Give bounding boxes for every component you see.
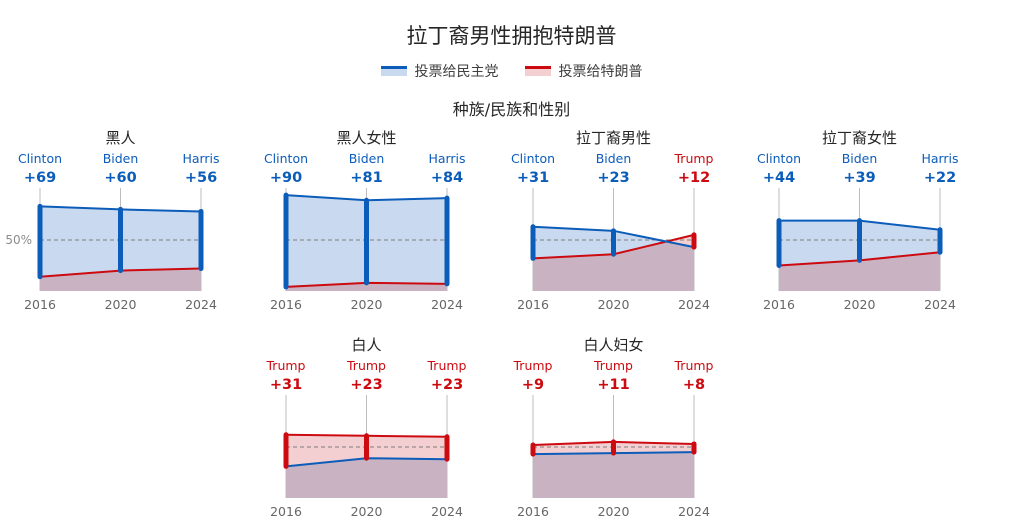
reference-label: 50% (5, 233, 32, 247)
margin-label: +60 (104, 170, 136, 186)
margin-label: +39 (843, 170, 875, 186)
overlap-area (533, 452, 694, 498)
margin-label: +84 (431, 170, 463, 186)
margin-label: +69 (24, 170, 56, 186)
legend-item-dem: 投票给民主党 (380, 61, 499, 81)
winner-name: Trump (593, 358, 633, 373)
winner-name: Trump (346, 358, 386, 373)
x-tick-label: 2024 (431, 297, 463, 312)
margin-label: +11 (597, 377, 629, 393)
winner-name: Biden (103, 151, 139, 166)
margin-label: +9 (522, 377, 544, 393)
x-tick-label: 2016 (24, 297, 56, 312)
winner-name: Trump (427, 358, 467, 373)
winner-name: Biden (596, 151, 632, 166)
x-tick-label: 2016 (517, 297, 549, 312)
winner-name: Clinton (757, 151, 801, 166)
panel-title: 拉丁裔女性 (822, 129, 897, 147)
overlap-area (533, 241, 694, 291)
legend: 投票给民主党 投票给特朗普 (0, 61, 1023, 81)
legend-swatch-rep (524, 66, 551, 76)
panel-title: 白人 (351, 336, 381, 354)
winner-name: Harris (428, 151, 465, 166)
winner-name: Trump (674, 151, 714, 166)
chart-subtitle: 种族/民族和性别 (452, 100, 571, 119)
panel-title: 白人妇女 (583, 336, 643, 354)
x-tick-label: 2020 (598, 504, 630, 519)
margin-label: +12 (678, 170, 710, 186)
x-tick-label: 2024 (678, 297, 710, 312)
legend-label-rep: 投票给特朗普 (558, 64, 643, 80)
winner-name: Trump (266, 358, 306, 373)
x-tick-label: 2024 (678, 504, 710, 519)
margin-label: +23 (431, 377, 463, 393)
panel-title: 黑人女性 (336, 129, 396, 147)
margin-label: +31 (517, 170, 549, 186)
winner-name: Biden (349, 151, 385, 166)
winner-name: Clinton (18, 151, 62, 166)
x-tick-label: 2024 (185, 297, 217, 312)
x-tick-label: 2020 (351, 504, 383, 519)
margin-label: +8 (683, 377, 705, 393)
margin-label: +44 (763, 170, 795, 186)
x-tick-label: 2020 (844, 297, 876, 312)
winner-name: Trump (674, 358, 714, 373)
x-tick-label: 2016 (763, 297, 795, 312)
margin-label: +90 (270, 170, 302, 186)
legend-swatch-dem (380, 66, 407, 76)
x-tick-label: 2016 (270, 297, 302, 312)
winner-name: Harris (921, 151, 958, 166)
margin-label: +56 (185, 170, 217, 186)
winner-name: Clinton (511, 151, 555, 166)
x-tick-label: 2020 (598, 297, 630, 312)
legend-item-rep: 投票给特朗普 (524, 61, 643, 81)
margin-label: +81 (350, 170, 382, 186)
margin-label: +22 (924, 170, 956, 186)
chart-title: 拉丁裔男性拥抱特朗普 (406, 24, 617, 48)
panel-title: 黑人 (105, 129, 135, 147)
legend-label-dem: 投票给民主党 (414, 64, 499, 80)
winner-name: Biden (842, 151, 878, 166)
x-tick-label: 2024 (431, 504, 463, 519)
x-tick-label: 2024 (924, 297, 956, 312)
winner-name: Clinton (264, 151, 308, 166)
panel-title: 拉丁裔男性 (576, 129, 651, 147)
x-tick-label: 2020 (105, 297, 137, 312)
x-tick-label: 2020 (351, 297, 383, 312)
winner-name: Trump (513, 358, 553, 373)
overlap-area (779, 252, 940, 291)
margin-label: +31 (270, 377, 302, 393)
overlap-area (286, 458, 447, 498)
x-tick-label: 2016 (517, 504, 549, 519)
margin-label: +23 (350, 377, 382, 393)
winner-name: Harris (182, 151, 219, 166)
x-tick-label: 2016 (270, 504, 302, 519)
margin-label: +23 (597, 170, 629, 186)
